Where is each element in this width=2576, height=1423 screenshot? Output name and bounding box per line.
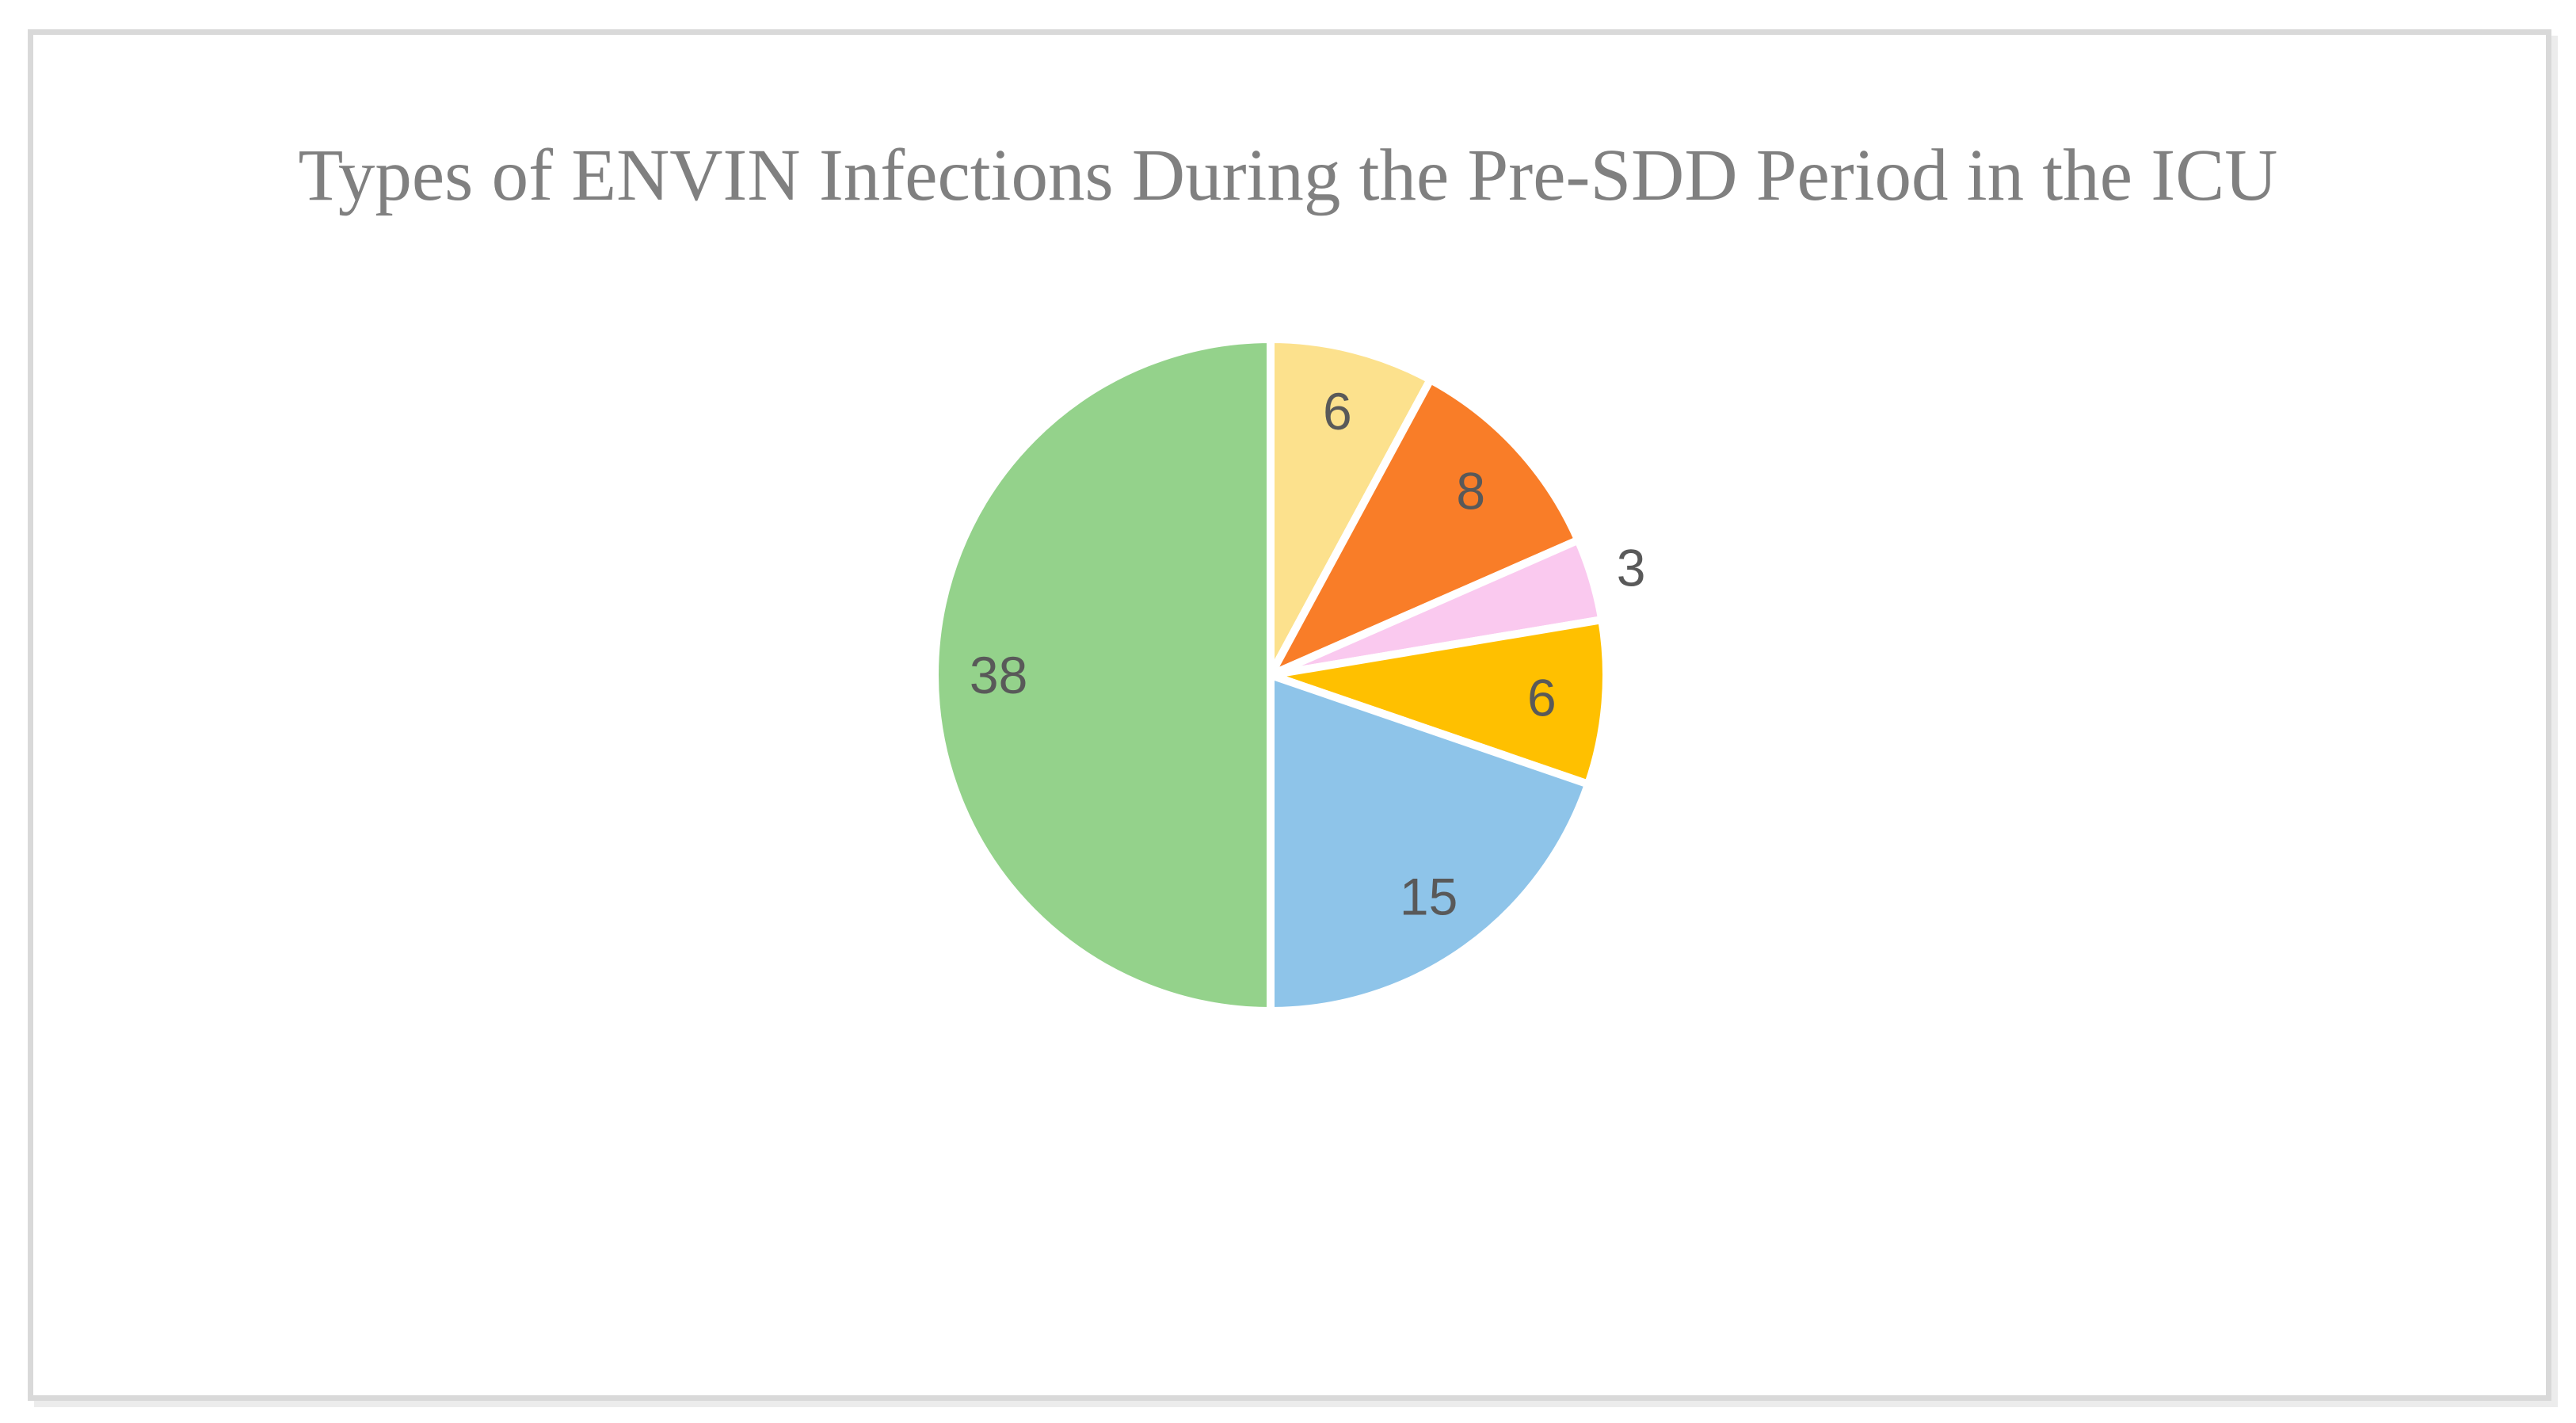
pie-slice-1 — [1267, 335, 1435, 679]
pie-slice-6 — [931, 335, 1275, 1015]
pie-data-label-2: 8 — [1456, 461, 1485, 520]
pie-slice-4 — [1267, 616, 1610, 788]
pie-data-label-1: 6 — [1323, 382, 1352, 441]
pie-slice-5 — [1267, 671, 1592, 1015]
pie-data-label-6: 38 — [970, 646, 1027, 704]
pie-data-label-5: 15 — [1400, 868, 1458, 926]
pie-slice-2 — [1267, 376, 1583, 679]
chart-title: Types of ENVIN Infections During the Pre… — [298, 135, 2278, 216]
pie-data-label-4: 6 — [1527, 668, 1557, 727]
pie-data-label-3: 3 — [1617, 539, 1646, 597]
